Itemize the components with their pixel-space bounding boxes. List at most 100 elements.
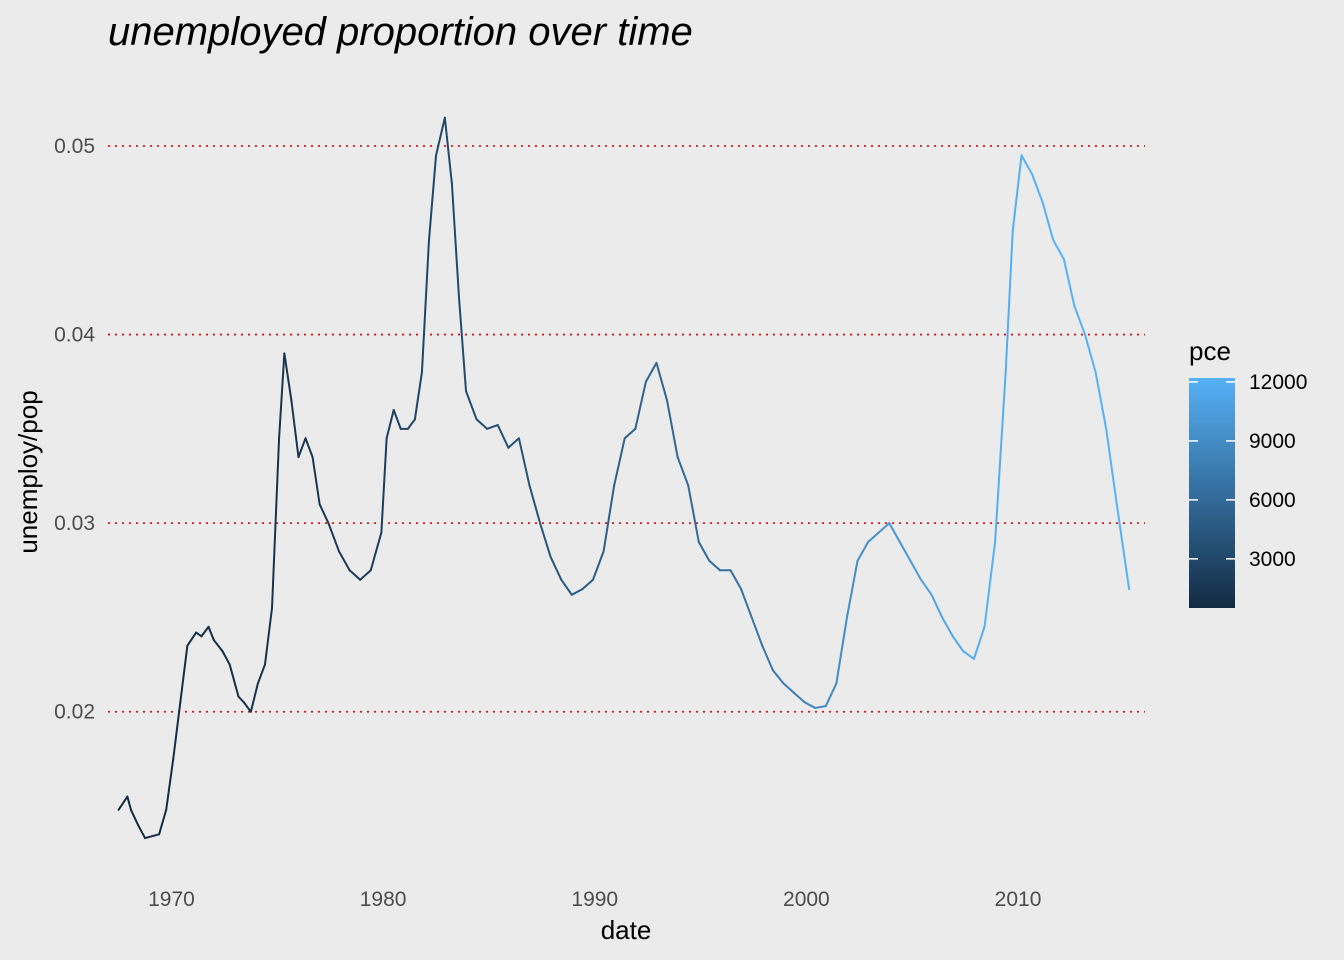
series-line-segment	[385, 409, 395, 440]
series-line-segment	[634, 380, 647, 430]
series-line-segment	[406, 418, 416, 430]
series-line-segment	[962, 650, 975, 660]
x-tick-label: 1980	[360, 888, 407, 911]
y-axis-ticks: 0.02 0.03 0.04 0.05	[54, 135, 95, 724]
series-line-segment	[126, 795, 132, 811]
series-line-segment	[369, 531, 383, 572]
series-line-segment	[283, 352, 293, 402]
legend-title: pce	[1189, 336, 1231, 366]
series-line-segment	[666, 399, 679, 459]
series-line-segment	[729, 569, 743, 591]
gridlines	[108, 145, 1145, 713]
series-line-segment	[443, 116, 453, 185]
series-line-segment	[1052, 239, 1065, 261]
series-line-segment	[581, 578, 594, 591]
y-tick-label: 0.05	[54, 135, 95, 158]
series-line-segment	[920, 578, 933, 596]
series-line-segment	[136, 823, 147, 840]
series-line-segment	[380, 437, 388, 534]
series-line-segment	[290, 399, 300, 459]
y-tick-label: 0.04	[54, 324, 95, 347]
series-line-segment	[318, 503, 330, 525]
series-line-segment	[1105, 427, 1118, 506]
series-line-segment	[602, 484, 616, 553]
series-line-segment	[413, 371, 423, 421]
series-line-segment	[359, 569, 372, 581]
series-line-segment	[549, 556, 563, 581]
series-line-segment	[740, 588, 753, 619]
series-line-segment	[782, 682, 796, 694]
series-line-segment	[237, 695, 245, 704]
series-line-segment	[972, 625, 986, 660]
series-line-segment	[348, 569, 362, 581]
legend-tick-label: 6000	[1249, 489, 1296, 512]
chart-title: unemployed proportion over time	[108, 10, 693, 54]
series-line-segment	[1073, 305, 1087, 336]
legend-ticks: 3000 6000 9000 12000	[1189, 371, 1307, 571]
x-axis-label: date	[601, 915, 652, 945]
series-line-segment	[909, 559, 923, 581]
series-line-segment	[517, 437, 531, 487]
series-line-segment	[165, 757, 175, 811]
legend-tick-label: 3000	[1249, 548, 1296, 571]
series-line-segment	[327, 522, 341, 553]
series-line-segment	[278, 352, 286, 440]
series-line-segment	[1084, 333, 1097, 374]
data-series	[117, 116, 1131, 840]
series-line-segment	[845, 559, 859, 619]
x-tick-label: 2010	[995, 888, 1042, 911]
series-line-segment	[207, 625, 215, 642]
legend-tick-label: 12000	[1249, 371, 1307, 394]
series-line-segment	[867, 531, 880, 543]
series-line-segment	[486, 424, 499, 430]
series-line-segment	[994, 371, 1007, 543]
series-line-segment	[186, 631, 198, 647]
series-line-segment	[771, 669, 785, 685]
series-line-segment	[750, 616, 764, 647]
series-line-segment	[591, 550, 605, 581]
x-tick-label: 1970	[148, 888, 195, 911]
series-line-segment	[465, 390, 478, 421]
series-line-segment	[930, 593, 944, 619]
series-line-segment	[655, 361, 669, 402]
series-line-segment	[824, 682, 838, 708]
series-line-segment	[129, 808, 139, 826]
series-line-segment	[708, 559, 721, 572]
series-line-segment	[1020, 154, 1034, 176]
series-line-segment	[835, 616, 848, 685]
x-tick-label: 2000	[783, 888, 830, 911]
series-line-segment	[1031, 173, 1044, 204]
series-line-segment	[496, 424, 510, 449]
series-line-segment	[144, 835, 154, 840]
series-line-segment	[242, 701, 252, 713]
series-line-segment	[570, 588, 584, 596]
series-line-segment	[613, 437, 626, 487]
legend-colorbar	[1189, 378, 1235, 608]
series-line-segment	[195, 631, 203, 638]
series-line-segment	[697, 541, 711, 562]
series-line-segment	[528, 484, 542, 525]
series-line-segment	[256, 663, 266, 685]
series-line-segment	[951, 635, 965, 653]
series-line-segment	[687, 484, 700, 543]
x-tick-label: 1990	[571, 888, 618, 911]
series-line-segment	[888, 522, 901, 543]
series-line-segment	[271, 437, 281, 609]
series-line-segment	[297, 437, 307, 459]
series-line-segment	[507, 437, 520, 449]
color-legend: pce 3000 6000 9000 12000	[1189, 336, 1307, 608]
series-line-segment	[1094, 371, 1108, 430]
series-line-segment	[898, 541, 912, 562]
series-line-segment	[420, 239, 430, 374]
series-line-segment	[1115, 503, 1131, 591]
series-line-segment	[676, 456, 690, 487]
series-line-segment	[803, 701, 817, 709]
y-tick-label: 0.03	[54, 512, 95, 535]
series-line-segment	[117, 795, 129, 811]
legend-tick-label: 9000	[1249, 430, 1296, 453]
y-tick-label: 0.02	[54, 701, 95, 724]
series-line-segment	[623, 427, 637, 440]
series-line-segment	[793, 691, 806, 704]
series-line-segment	[941, 616, 954, 638]
